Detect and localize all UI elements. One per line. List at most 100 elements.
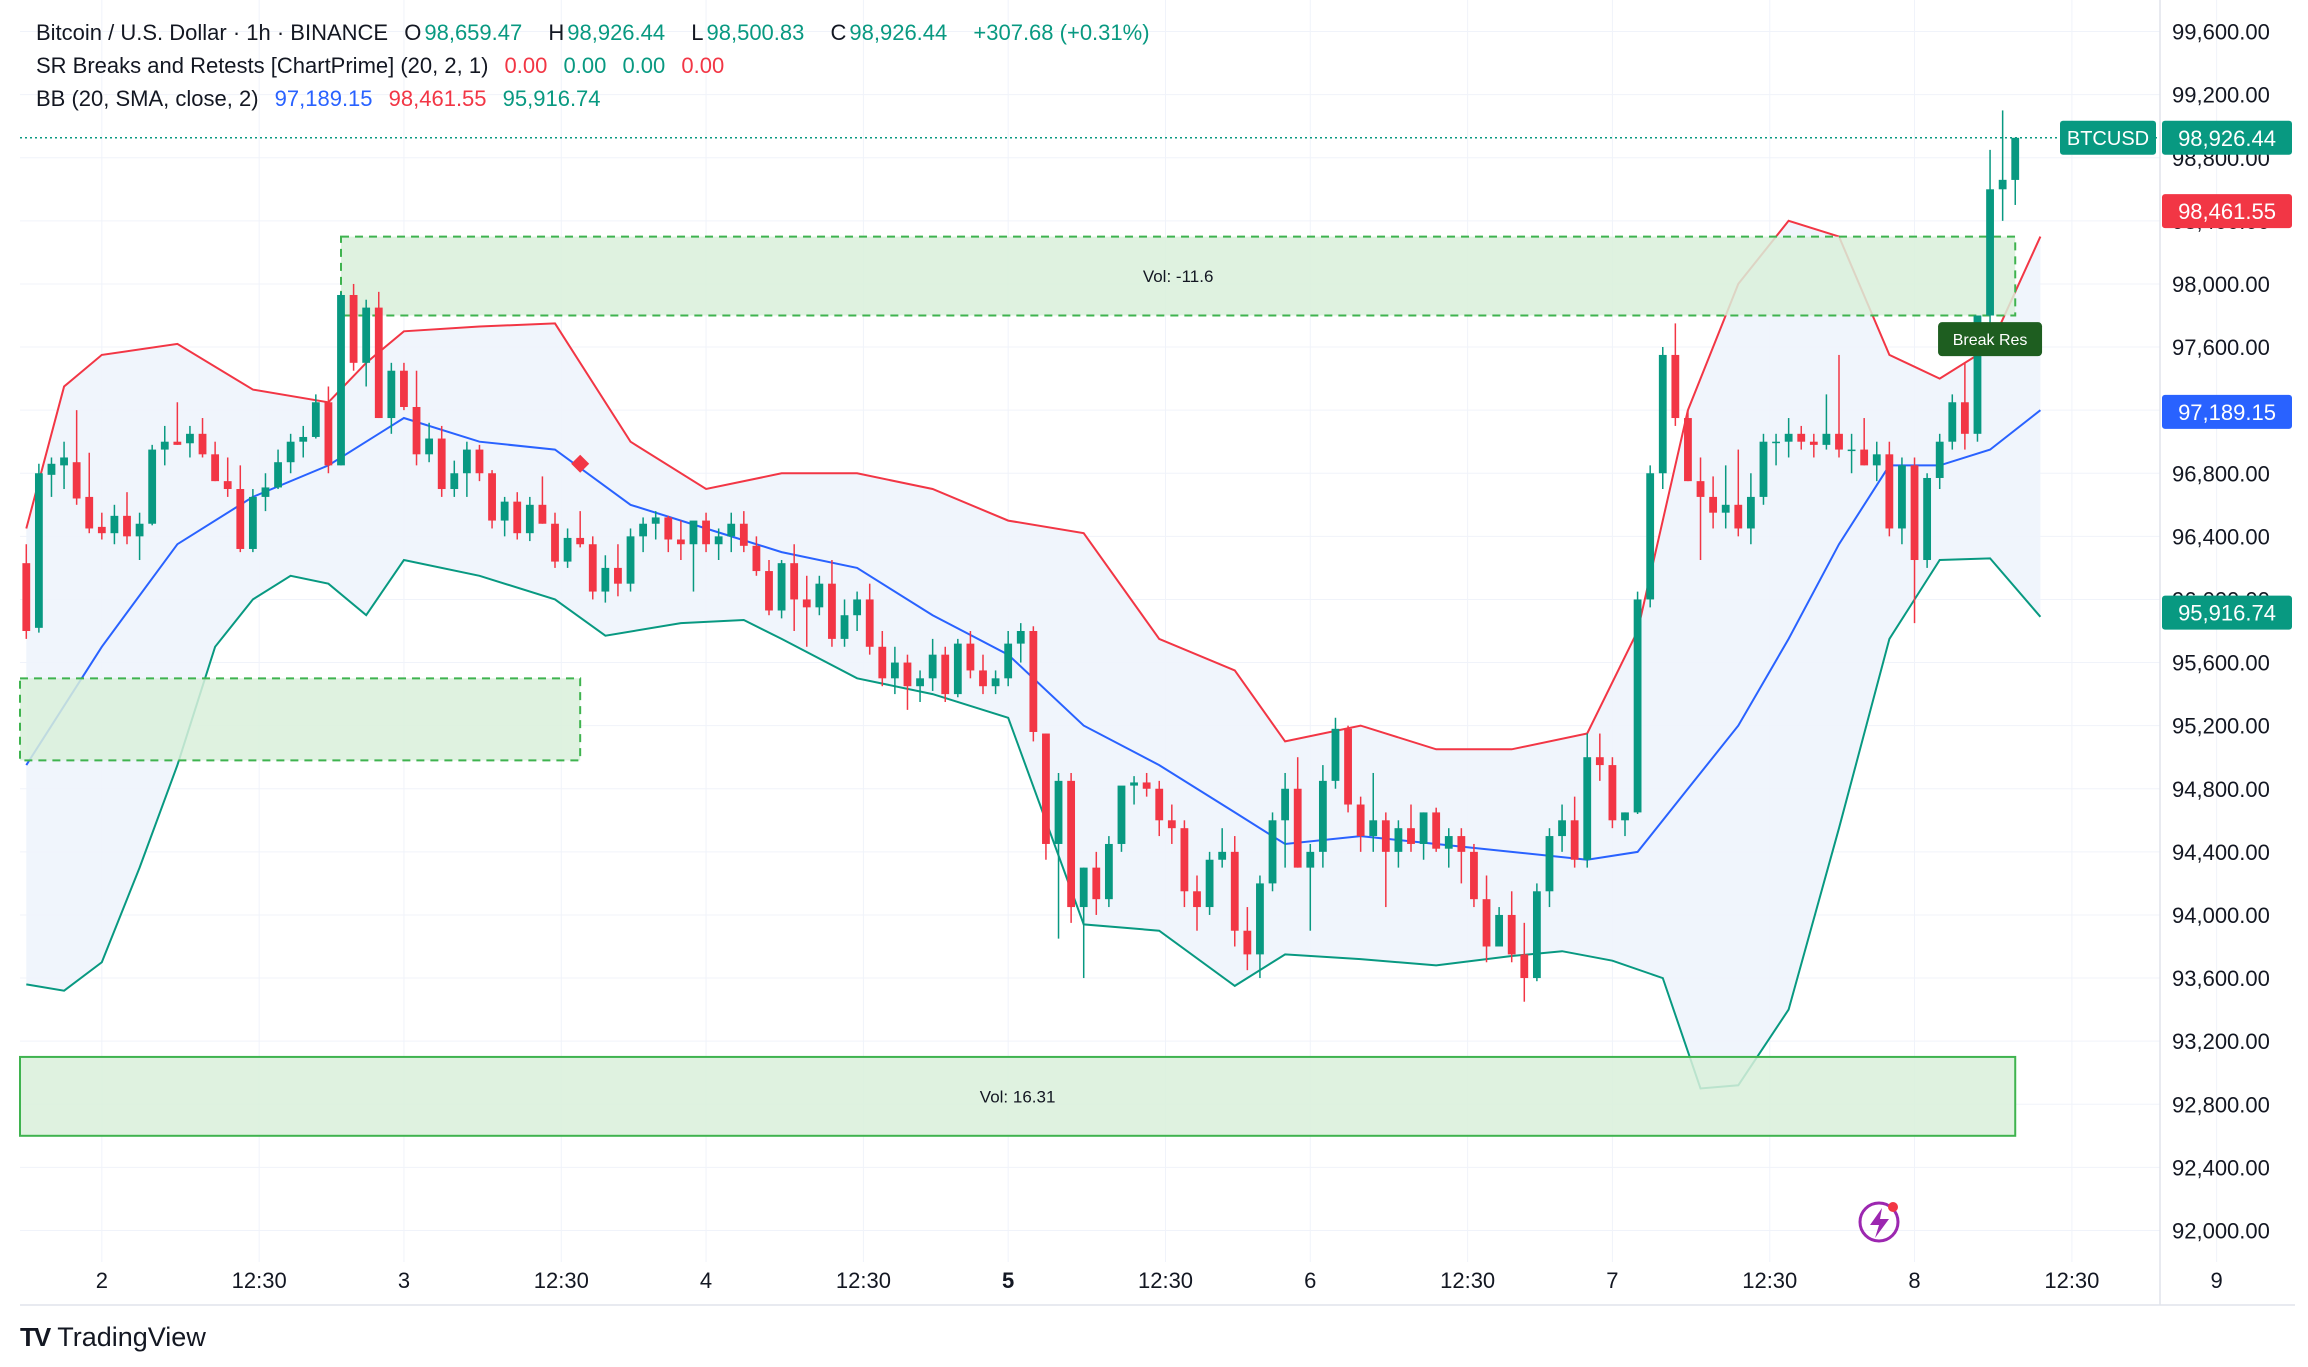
symbol-badge bbox=[2060, 120, 2156, 155]
candle-body bbox=[34, 473, 43, 628]
candle-body bbox=[702, 520, 710, 545]
candle-body bbox=[1230, 851, 1239, 931]
candle-body bbox=[1809, 441, 1818, 445]
y-tick-label: 94,800.00 bbox=[2172, 777, 2270, 802]
high-value: 98,926.44 bbox=[567, 20, 666, 45]
candle-body bbox=[1369, 820, 1378, 837]
candle-body bbox=[1243, 930, 1252, 955]
legend-symbol-row[interactable]: Bitcoin / U.S. Dollar · 1h · BINANCE O 98… bbox=[36, 16, 1160, 49]
candle-body bbox=[261, 487, 270, 497]
candle-body bbox=[890, 662, 899, 679]
candle-body bbox=[387, 370, 396, 419]
zone-label-1: Vol: -11.6 bbox=[1143, 267, 1214, 286]
candle-body bbox=[1872, 454, 1881, 466]
candle-body bbox=[1545, 836, 1554, 892]
candle-body bbox=[828, 583, 836, 639]
candle-body bbox=[1633, 599, 1642, 813]
replay-icon-ring bbox=[1858, 1201, 1900, 1243]
candle-body bbox=[651, 517, 660, 524]
candle-body bbox=[437, 438, 446, 490]
candle-body bbox=[47, 463, 56, 475]
candle-body bbox=[60, 457, 68, 466]
x-tick-label: 6 bbox=[1304, 1268, 1316, 1293]
y-tick-label: 98,000.00 bbox=[2172, 272, 2270, 297]
x-tick-label: 5 bbox=[1002, 1268, 1014, 1293]
replay-icon[interactable] bbox=[1858, 1201, 1900, 1243]
price-label-3 bbox=[2162, 394, 2292, 429]
candle-body bbox=[1016, 631, 1025, 644]
candle-body bbox=[1104, 843, 1113, 900]
candle-body bbox=[1772, 441, 1780, 444]
candle-body bbox=[1910, 465, 1919, 561]
legend-sr-row[interactable]: SR Breaks and Retests [ChartPrime] (20, … bbox=[36, 49, 1160, 82]
candle-body bbox=[1759, 441, 1768, 497]
high-label: H bbox=[548, 20, 565, 45]
sr-zone-3 bbox=[19, 1055, 2017, 1137]
candle-body bbox=[1658, 354, 1667, 474]
candle-body bbox=[1029, 631, 1038, 732]
candle-body bbox=[1532, 891, 1541, 979]
symbol-title[interactable]: Bitcoin / U.S. Dollar · 1h · BINANCE bbox=[36, 20, 389, 45]
x-tick-label: 3 bbox=[398, 1268, 410, 1293]
tradingview-logo[interactable]: TV TradingView bbox=[20, 1322, 206, 1353]
candle-body bbox=[311, 402, 320, 437]
sr-indicator-name[interactable]: SR Breaks and Retests [ChartPrime] (20, … bbox=[36, 53, 489, 78]
candle-body bbox=[1344, 728, 1352, 805]
sr-value-2: 0.00 bbox=[563, 53, 607, 78]
price-label-text-1: 98,926.44 bbox=[2178, 126, 2276, 151]
candle-body bbox=[1570, 820, 1579, 860]
y-tick-label: 95,600.00 bbox=[2172, 651, 2270, 676]
x-tick-label: 8 bbox=[1908, 1268, 1920, 1293]
chart-legend: Bitcoin / U.S. Dollar · 1h · BINANCE O 98… bbox=[36, 16, 1160, 115]
candle-body bbox=[1784, 433, 1793, 442]
sr-zones: Vol: -11.6 Vol: 16.31 bbox=[19, 235, 2017, 1137]
y-tick-label: 94,400.00 bbox=[2172, 840, 2270, 865]
candle-body bbox=[299, 436, 308, 442]
x-tick-label: 12:30 bbox=[1138, 1268, 1193, 1293]
candle-body bbox=[752, 545, 761, 572]
bb-lower-value: 95,916.74 bbox=[502, 86, 601, 111]
bollinger-basis-line bbox=[25, 409, 2042, 861]
candlestick-series bbox=[22, 110, 2020, 1002]
close-value: 98,926.44 bbox=[849, 20, 948, 45]
candle-body bbox=[236, 489, 245, 549]
candle-body bbox=[815, 583, 824, 608]
y-tick-label: 94,000.00 bbox=[2172, 903, 2270, 928]
price-label-text-4: 95,916.74 bbox=[2178, 601, 2276, 626]
candle-body bbox=[1986, 189, 1994, 316]
candle-body bbox=[1218, 851, 1227, 860]
replay-icon-bolt bbox=[1870, 1208, 1889, 1238]
candle-body bbox=[1155, 788, 1164, 821]
legend-bb-row[interactable]: BB (20, SMA, close, 2) 97,189.15 98,461.… bbox=[36, 82, 1160, 115]
candle-body bbox=[1042, 733, 1050, 844]
candle-body bbox=[928, 654, 937, 679]
x-tick-label: 7 bbox=[1606, 1268, 1618, 1293]
open-label: O bbox=[404, 20, 422, 45]
candle-body bbox=[1721, 504, 1730, 513]
candle-body bbox=[2011, 137, 2020, 180]
x-tick-label: 12:30 bbox=[2044, 1268, 2099, 1293]
x-tick-label: 9 bbox=[2211, 1268, 2223, 1293]
candle-body bbox=[488, 473, 496, 521]
candle-body bbox=[72, 462, 81, 499]
candle-body bbox=[286, 441, 295, 463]
candle-body bbox=[223, 481, 232, 490]
close-label: C bbox=[830, 20, 847, 45]
candle-body bbox=[1444, 836, 1453, 849]
x-tick-label: 4 bbox=[700, 1268, 712, 1293]
y-tick-label: 95,200.00 bbox=[2172, 714, 2270, 739]
candle-body bbox=[1973, 315, 1982, 434]
candle-body bbox=[1281, 788, 1290, 821]
candle-body bbox=[739, 523, 748, 546]
y-tick-label: 92,400.00 bbox=[2172, 1155, 2270, 1180]
sr-value-1: 0.00 bbox=[504, 53, 548, 78]
candle-body bbox=[110, 515, 119, 534]
y-tick-label: 96,800.00 bbox=[2172, 461, 2270, 486]
candle-body bbox=[1558, 820, 1566, 837]
x-tick-label: 12:30 bbox=[534, 1268, 589, 1293]
candle-body bbox=[525, 504, 534, 534]
bb-indicator-name[interactable]: BB (20, SMA, close, 2) bbox=[36, 86, 259, 111]
x-tick-label: 12:30 bbox=[1440, 1268, 1495, 1293]
candle-body bbox=[324, 402, 333, 466]
